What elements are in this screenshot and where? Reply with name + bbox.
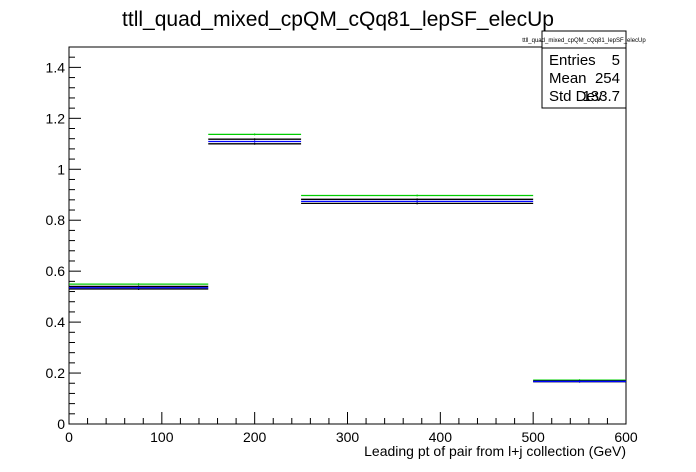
stats-stddev-value: 133.7 xyxy=(582,88,620,105)
x-tick-label: 200 xyxy=(243,429,267,445)
y-tick-label: 1.4 xyxy=(46,59,66,75)
stats-mean-label: Mean xyxy=(549,70,587,87)
series-layer xyxy=(69,133,626,383)
series-2 xyxy=(69,142,626,383)
y-tick-label: 0 xyxy=(57,416,65,432)
x-tick-label: 400 xyxy=(429,429,453,445)
y-axis: 0 0.2 0.4 0.6 0.8 1 1.2 1.4 xyxy=(46,46,81,432)
stats-box: ttll_quad_mixed_cpQM_cQq81_lepSF_elecUp … xyxy=(522,30,646,109)
x-tick-label: 500 xyxy=(521,429,545,445)
x-tick-label: 600 xyxy=(614,429,638,445)
x-tick-label: 300 xyxy=(336,429,360,445)
stats-entries-value: 5 xyxy=(612,52,620,69)
stats-stddev-label: Std Dev xyxy=(549,88,603,105)
stats-entries-label: Entries xyxy=(549,52,596,69)
x-axis: 0 100 200 300 400 500 600 xyxy=(65,412,638,445)
series-3 xyxy=(69,140,626,383)
y-tick-label: 0.4 xyxy=(46,314,66,330)
y-tick-label: 1 xyxy=(57,161,65,177)
stats-box-frame xyxy=(541,30,627,109)
y-tick-label: 0.2 xyxy=(46,365,66,381)
chart-title: ttll_quad_mixed_cpQM_cQq81_lepSF_elecUp xyxy=(122,8,554,31)
y-tick-label: 0.8 xyxy=(46,212,66,228)
x-tick-label: 100 xyxy=(150,429,174,445)
series-0 xyxy=(69,133,626,382)
y-tick-label: 1.2 xyxy=(46,110,66,126)
stats-mean-value: 254 xyxy=(595,70,620,87)
y-tick-label: 0.6 xyxy=(46,263,66,279)
series-1 xyxy=(69,138,626,382)
x-axis-label: Leading pt of pair from l+j collection (… xyxy=(364,443,626,459)
stats-box-title: ttll_quad_mixed_cpQM_cQq81_lepSF_elecUp xyxy=(522,38,646,44)
x-tick-label: 0 xyxy=(65,429,73,445)
